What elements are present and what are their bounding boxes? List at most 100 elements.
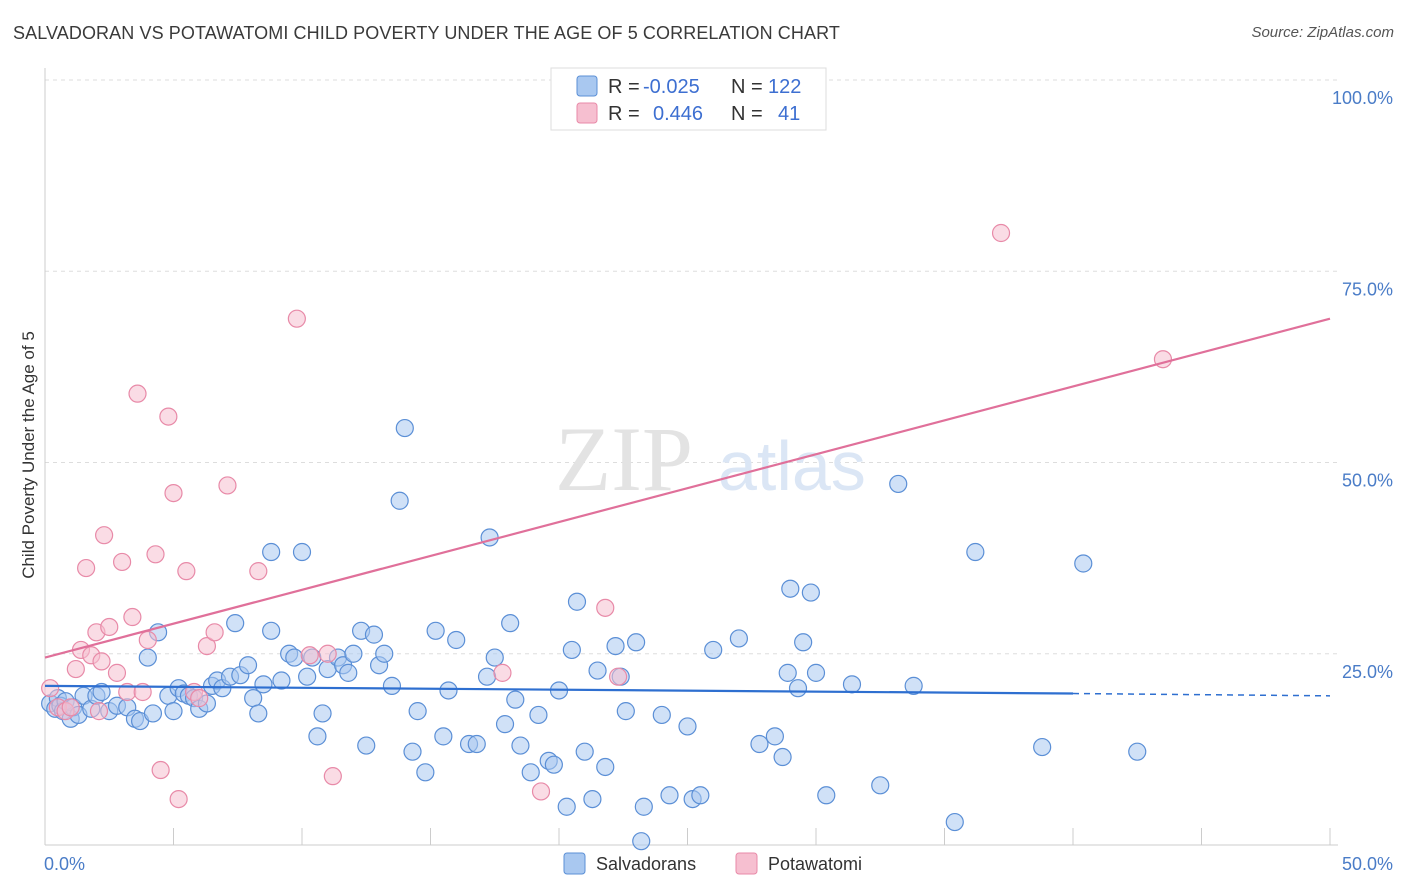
potawatomi-point-38 [596,598,615,617]
potawatomi-point-27 [190,689,209,708]
y-tick-label-2: 75.0% [1342,279,1393,299]
salvadorans-point-95 [634,797,653,816]
salvadorans-point-108 [788,679,808,698]
salvadorans-point-39 [262,542,281,562]
salvadorans-point-81 [544,755,563,774]
salvadorans-trend-extension [1072,692,1331,697]
potawatomi-point-9 [89,702,109,721]
potawatomi-point-28 [197,636,217,656]
salvadorans-point-102 [729,629,749,648]
axes [44,68,1338,846]
salvadorans-point-76 [506,690,525,709]
chart-title: SALVADORAN VS POTAWATOMI CHILD POVERTY U… [13,23,840,43]
potawatomi-point-39 [609,667,628,686]
y-tick-label-3: 100.0% [1332,88,1393,108]
legend-r-label-2: R = [608,103,640,125]
salvadorans-point-105 [773,747,792,767]
potawatomi-point-12 [100,617,119,637]
salvadorans-point-106 [778,663,797,682]
potawatomi-point-31 [249,562,268,581]
potawatomi-point-33 [300,646,319,665]
potawatomi-point-17 [128,384,147,403]
potawatomi-trend-line [44,317,1331,659]
salvadorans-point-107 [781,579,800,598]
salvadorans-point-62 [403,742,422,761]
potawatomi-point-13 [107,663,127,682]
salvadorans-point-38 [254,675,273,694]
salvadorans-point-94 [632,832,651,851]
y-tick-label-1: 50.0% [1342,471,1393,491]
salvadorans-point-37 [249,704,268,723]
potawatomi-point-30 [218,476,237,495]
legend-r-value-1: -0.025 [643,76,700,98]
potawatomi-point-35 [323,767,342,786]
salvadorans-point-35 [238,656,258,675]
salvadorans-point-48 [313,704,332,723]
bottom-legend: Salvadorans Potawatomi [563,852,862,875]
legend-n-value-2: 41 [778,103,800,125]
salvadorans-point-47 [308,727,327,746]
watermark: ZIP atlas [555,408,866,510]
y-axis-title: Child Poverty Under the Age of 5 [19,331,38,579]
salvadorans-point-67 [439,681,458,700]
salvadorans-point-61 [395,418,414,438]
potawatomi-point-20 [146,545,165,564]
salvadorans-point-45 [298,667,317,686]
salvadorans-point-75 [501,614,520,633]
legend-box: R = -0.025 N = 122 R = 0.446 N = 41 [550,67,827,131]
salvadorans-point-43 [285,648,304,667]
salvadorans-point-100 [691,786,710,805]
potawatomi-point-19 [138,630,157,650]
salvadorans-point-74 [495,715,515,734]
salvadorans-point-85 [567,592,587,611]
salvadorans-point-72 [480,528,499,547]
salvadorans-point-12 [92,682,111,702]
salvadorans-point-55 [357,736,376,755]
salvadorans-point-60 [390,491,409,510]
salvadorans-point-41 [272,671,291,690]
potawatomi-point-29 [205,623,224,642]
salvadorans-point-52 [339,663,358,682]
potawatomi-point-10 [92,652,111,671]
legend-n-label-1: N = [731,76,763,98]
potawatomi-point-25 [177,562,196,581]
salvadorans-point-65 [426,621,445,640]
salvadorans-point-79 [529,705,548,725]
watermark-atlas: atlas [718,427,866,505]
salvadorans-point-77 [511,736,530,755]
salvadorans-point-118 [966,542,985,562]
x-tick-label-0: 0.0% [44,854,85,874]
tick-labels: 25.0% 50.0% 75.0% 100.0% 0.0% 50.0% [44,88,1393,874]
salvadorans-point-98 [678,717,697,736]
salvadorans-point-90 [606,636,625,656]
salvadorans-trend-line [44,684,1074,695]
potawatomi-point-40 [991,223,1011,243]
x-tick-label-1: 50.0% [1342,854,1393,874]
salvadorans-point-59 [382,676,402,695]
salvadorans-point-92 [616,702,635,721]
salvadorans-point-119 [1033,737,1052,757]
potawatomi-point-36 [493,663,512,682]
salvadorans-point-101 [704,640,723,660]
salvadorans-point-115 [889,474,908,494]
bottom-legend-swatch-salvadorans [563,852,586,875]
bottom-legend-potawatomi: Potawatomi [768,854,862,874]
legend-r-value-2: 0.446 [653,103,703,125]
salvadorans-point-58 [375,644,394,663]
salvadorans-point-56 [364,625,384,644]
salvadorans-point-63 [408,702,427,721]
potawatomi-point-34 [318,644,337,663]
potawatomi-point-14 [112,552,132,572]
salvadorans-point-104 [765,727,784,746]
potawatomi-point-6 [77,558,96,578]
salvadorans-point-44 [292,542,312,562]
salvadorans-point-86 [575,742,594,761]
salvadorans-point-112 [817,786,836,805]
potawatomi-point-4 [66,659,85,679]
salvadorans-point-84 [562,640,581,660]
y-tick-label-0: 25.0% [1342,662,1393,682]
salvadorans-point-71 [477,667,497,686]
bottom-legend-swatch-potawatomi [735,852,758,875]
salvadorans-point-114 [871,776,890,795]
